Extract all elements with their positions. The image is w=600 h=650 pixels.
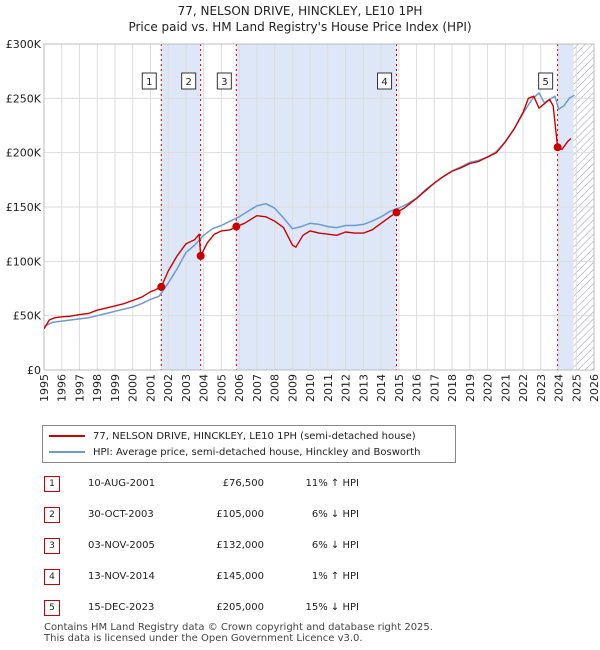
footer-copyright: Contains HM Land Registry data © Crown c… xyxy=(44,622,433,633)
sale-date: 13-NOV-2014 xyxy=(88,571,155,582)
x-tick-label: 2020 xyxy=(482,374,495,402)
x-tick-label: 2023 xyxy=(535,374,548,402)
x-tick-label: 1998 xyxy=(91,374,104,402)
sale-price: £132,000 xyxy=(216,540,264,551)
sale-number-box xyxy=(141,72,157,90)
y-tick-label: £200K xyxy=(6,147,42,160)
legend-item-property: 77, NELSON DRIVE, HINCKLEY, LE10 1PH (se… xyxy=(49,429,416,443)
legend-swatch-property xyxy=(49,435,85,437)
x-tick-label: 2022 xyxy=(517,374,530,402)
y-tick-label: £50K xyxy=(13,310,42,323)
x-tick-label: 2019 xyxy=(464,374,477,402)
sale-point xyxy=(232,222,241,231)
x-tick-label: 2013 xyxy=(357,374,370,402)
x-tick-label: 1995 xyxy=(38,374,51,402)
x-tick-label: 2024 xyxy=(553,374,566,402)
x-tick-label: 2021 xyxy=(499,374,512,402)
x-tick-label: 2006 xyxy=(233,374,246,402)
plot-border xyxy=(43,43,595,371)
x-tick-label: 2012 xyxy=(340,374,353,402)
sale-badge: 3 xyxy=(44,538,60,554)
x-tick-label: 2018 xyxy=(446,374,459,402)
x-tick-label: 2003 xyxy=(180,374,193,402)
sale-hpi-diff: 15% ↓ HPI xyxy=(305,602,359,613)
chart-title: 77, NELSON DRIVE, HINCKLEY, LE10 1PH xyxy=(177,4,423,18)
sale-point xyxy=(196,251,205,260)
sale-price: £76,500 xyxy=(222,478,264,489)
sale-date: 30-OCT-2003 xyxy=(88,509,154,520)
x-tick-label: 2014 xyxy=(375,374,388,402)
sale-number-box xyxy=(377,72,393,90)
legend-swatch-hpi xyxy=(49,451,85,453)
sale-number-label: 1 xyxy=(146,77,152,88)
sale-number-box xyxy=(181,72,197,90)
x-tick-label: 2017 xyxy=(428,374,441,402)
property-line xyxy=(44,95,572,330)
x-tick-label: 2002 xyxy=(162,374,175,402)
sale-number-label: 4 xyxy=(381,77,387,88)
y-tick-label: £250K xyxy=(6,92,42,105)
y-tick-label: £150K xyxy=(6,201,42,214)
x-tick-label: 2004 xyxy=(198,374,211,402)
price-chart: £0 £50K £100K £150K £200K £250K £300K 1995 1996 1… xyxy=(6,38,600,402)
x-tick-label: 2005 xyxy=(215,374,228,402)
x-tick-label: 2016 xyxy=(411,374,424,402)
x-tick-label: 1999 xyxy=(109,374,122,402)
sale-point xyxy=(553,143,562,152)
y-tick-label: £0 xyxy=(27,364,41,377)
table-row: 5 15-DEC-2023 £205,000 15% ↓ HPI xyxy=(44,599,404,619)
chart-subtitle: Price paid vs. HM Land Registry's House … xyxy=(128,20,472,34)
table-row: 4 13-NOV-2014 £145,000 1% ↑ HPI xyxy=(44,568,404,588)
y-tick-label: £300K xyxy=(6,38,42,51)
sale-hpi-diff: 6% ↓ HPI xyxy=(311,540,359,551)
legend-label-hpi: HPI: Average price, semi-detached house,… xyxy=(93,446,421,458)
sale-hpi-diff: 11% ↑ HPI xyxy=(305,478,359,489)
x-tick-label: 1997 xyxy=(73,374,86,402)
footer: Contains HM Land Registry data © Crown c… xyxy=(44,622,433,644)
x-tick-label: 2009 xyxy=(286,374,299,402)
x-tick-label: 2011 xyxy=(322,374,335,402)
x-tick-label: 2010 xyxy=(304,374,317,402)
sale-badge: 5 xyxy=(44,600,60,616)
legend-item-hpi: HPI: Average price, semi-detached house,… xyxy=(49,445,420,459)
y-tick-label: £100K xyxy=(6,255,42,268)
legend: 77, NELSON DRIVE, HINCKLEY, LE10 1PH (se… xyxy=(42,425,456,463)
sale-number-label: 2 xyxy=(185,77,191,88)
sale-date: 10-AUG-2001 xyxy=(88,478,156,489)
sale-date: 03-NOV-2005 xyxy=(88,540,155,551)
footer-licence: This data is licensed under the Open Gov… xyxy=(44,633,363,644)
x-tick-label: 2000 xyxy=(127,374,140,402)
x-tick-label: 2001 xyxy=(144,374,157,402)
sale-badge: 4 xyxy=(44,569,60,585)
sale-point xyxy=(392,208,401,217)
table-row: 1 10-AUG-2001 £76,500 11% ↑ HPI xyxy=(44,475,404,495)
sale-number-label: 3 xyxy=(221,77,227,88)
x-tick-label: 2007 xyxy=(251,374,264,402)
x-tick-label: 2015 xyxy=(393,374,406,402)
sale-price: £105,000 xyxy=(216,509,264,520)
legend-label-property: 77, NELSON DRIVE, HINCKLEY, LE10 1PH (se… xyxy=(93,430,416,442)
sale-hpi-diff: 6% ↓ HPI xyxy=(311,509,359,520)
sale-price: £145,000 xyxy=(216,571,264,582)
sale-badge: 2 xyxy=(44,507,60,523)
table-row: 3 03-NOV-2005 £132,000 6% ↓ HPI xyxy=(44,537,404,557)
x-tick-label: 2008 xyxy=(269,374,282,402)
table-row: 2 30-OCT-2003 £105,000 6% ↓ HPI xyxy=(44,506,404,526)
x-tick-label: 1996 xyxy=(56,374,69,402)
sale-number-label: 5 xyxy=(542,77,548,88)
sale-point xyxy=(157,282,166,291)
x-tick-label: 2026 xyxy=(588,374,600,402)
sale-hpi-diff: 1% ↑ HPI xyxy=(311,571,359,582)
sale-number-box xyxy=(216,72,232,90)
sale-badge: 1 xyxy=(44,476,60,492)
sale-price: £205,000 xyxy=(216,602,264,613)
x-tick-label: 2025 xyxy=(570,374,583,402)
sale-date: 15-DEC-2023 xyxy=(88,602,155,613)
sale-number-box xyxy=(538,72,554,90)
